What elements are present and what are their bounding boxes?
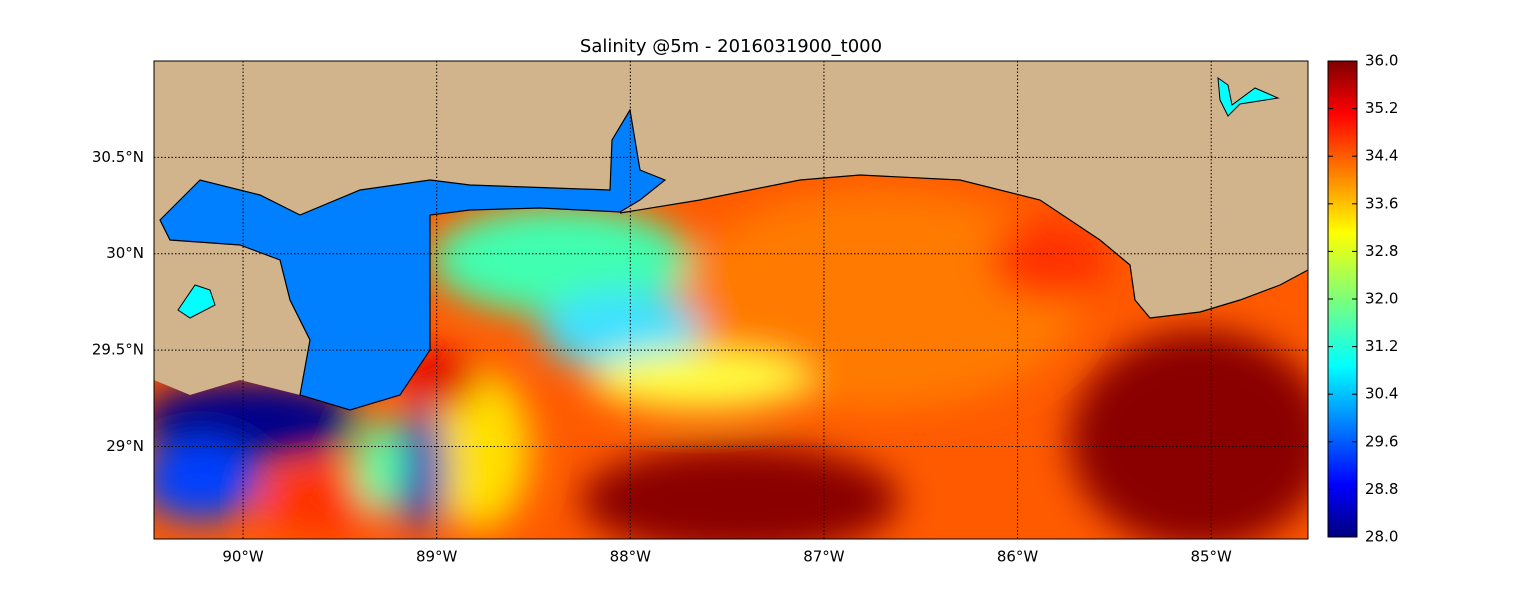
colorbar-tick-label: 34.4: [1365, 147, 1398, 165]
colorbar-tick-label: 32.8: [1365, 242, 1398, 260]
x-tick-label: 90°W: [222, 548, 264, 566]
colorbar-tick-label: 32.0: [1365, 290, 1398, 308]
x-tick-label: 85°W: [1190, 548, 1232, 566]
map-area: [154, 61, 1308, 539]
colorbar-tick-label: 36.0: [1365, 52, 1398, 70]
x-tick-label: 89°W: [416, 548, 458, 566]
y-tick-label: 30°N: [106, 244, 144, 262]
colorbar-tick-label: 28.8: [1365, 480, 1398, 498]
y-tick-label: 30.5°N: [92, 148, 144, 166]
x-tick-label: 87°W: [803, 548, 845, 566]
inland-water: [159, 108, 667, 411]
y-tick-label: 29.5°N: [92, 341, 144, 359]
colorbar-tick-label: 35.2: [1365, 99, 1398, 117]
colorbar-tick-label: 31.2: [1365, 337, 1398, 355]
x-tick-label: 88°W: [610, 548, 652, 566]
lake: [177, 284, 216, 319]
colorbar-tick-label: 30.4: [1365, 385, 1398, 403]
colorbar-tick-label: 33.6: [1365, 194, 1398, 212]
lake: [1217, 76, 1280, 117]
colorbar-tick-label: 28.0: [1365, 528, 1398, 546]
colorbar-tick-label: 29.6: [1365, 432, 1398, 450]
coastline: [619, 174, 1308, 319]
chart-title: Salinity @5m - 2016031900_t000: [580, 36, 882, 57]
plot-frame: [153, 60, 1309, 540]
y-tick-label: 29°N: [106, 437, 144, 455]
x-tick-label: 86°W: [997, 548, 1039, 566]
grid: [154, 61, 1308, 539]
